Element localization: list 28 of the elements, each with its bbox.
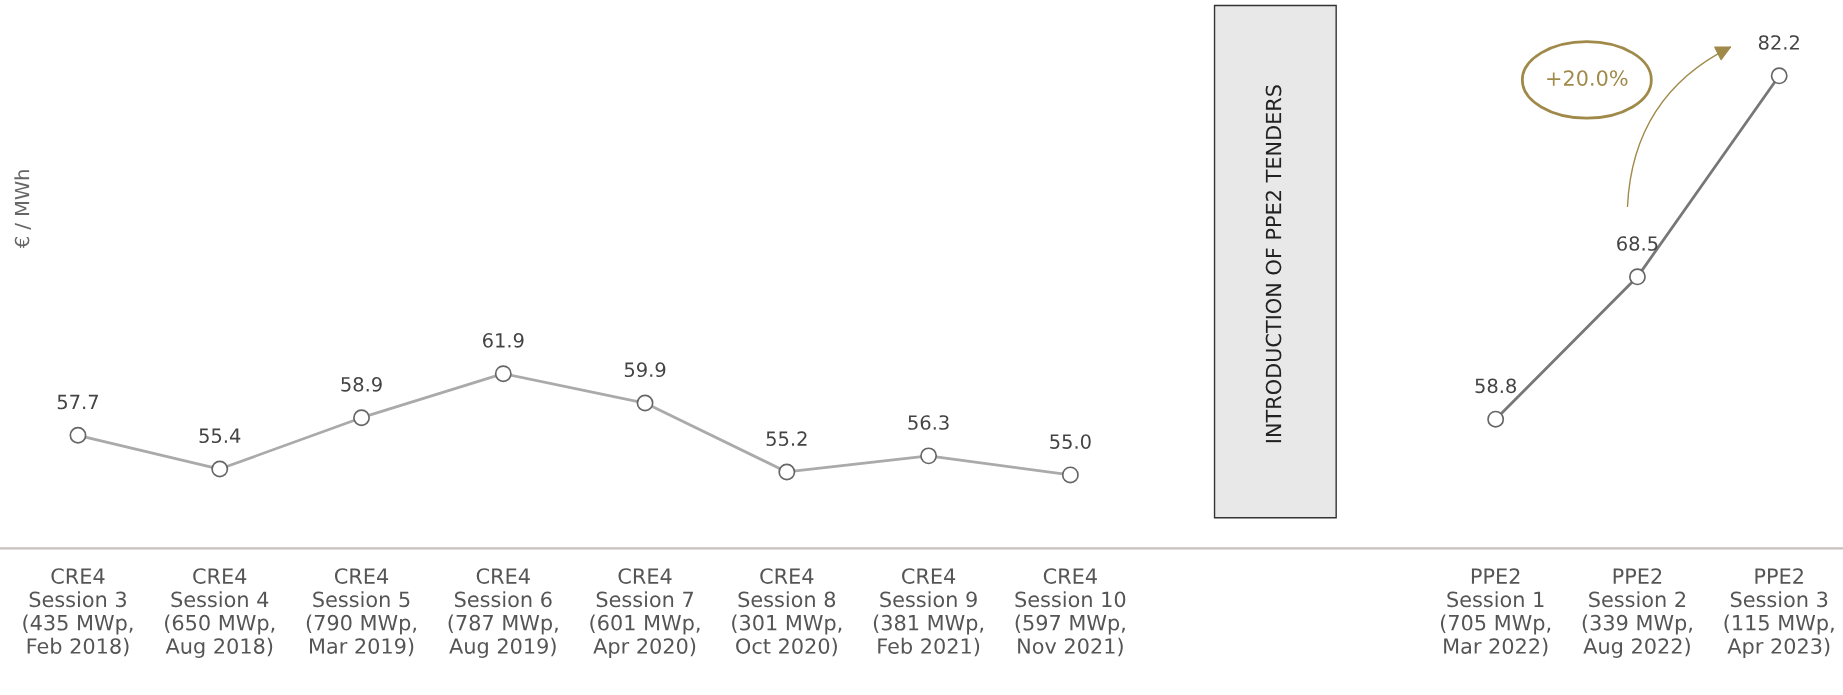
- x-tick-label: CRE4 Session 8 (301 MWp, Oct 2020): [732, 568, 842, 657]
- x-tick-label: CRE4 Session 7 (601 MWp, Apr 2020): [590, 568, 700, 658]
- x-tick-label: PPE2 Session 1 (705 MWp, Mar 2022): [1440, 568, 1551, 657]
- point: [1770, 67, 1788, 85]
- data-label: 55.0: [1050, 434, 1091, 449]
- data-label: 55.4: [199, 428, 241, 444]
- x-tick-label: CRE4 Session 5 (790 MWp, Mar 2019): [306, 568, 416, 657]
- x-tick-label: CRE4 Session 4 (650 MWp, Aug 2018): [165, 568, 275, 658]
- annotation: +20.0%: [1547, 70, 1628, 86]
- data-label: 57.7: [57, 394, 98, 410]
- data-label: 56.3: [908, 415, 949, 430]
- x-tick-label: CRE4 Session 10 (597 MWp, Nov 2021): [1015, 568, 1126, 657]
- data-label: 55.2: [766, 431, 807, 446]
- point: [1487, 410, 1505, 428]
- x-tick-label: CRE4 Session 9 (381 MWp, Feb 2021): [873, 568, 984, 657]
- point: [1628, 268, 1646, 286]
- x-tick-label: PPE2 Session 3 (115 MWp, Apr 2023): [1724, 568, 1834, 658]
- x-tick-label: PPE2 Session 2 (339 MWp, Aug 2022): [1582, 568, 1692, 658]
- annotation: INTRODUCTION OF PPE2 TENDERS: [1265, 85, 1282, 443]
- x-tick-label: CRE4 Session 3 (435 MWp, Feb 2018): [23, 568, 133, 657]
- y-axis-title: € / MWh: [14, 170, 31, 249]
- data-label: 58.8: [1475, 378, 1516, 394]
- x-tick-label: CRE4 Session 6 (787 MWp, Aug 2019): [448, 568, 558, 658]
- data-label: 59.9: [624, 362, 666, 378]
- data-label: 82.2: [1758, 35, 1799, 50]
- data-label: 61.9: [482, 332, 524, 348]
- data-label: 58.9: [341, 377, 382, 392]
- data-label: 68.5: [1617, 236, 1658, 251]
